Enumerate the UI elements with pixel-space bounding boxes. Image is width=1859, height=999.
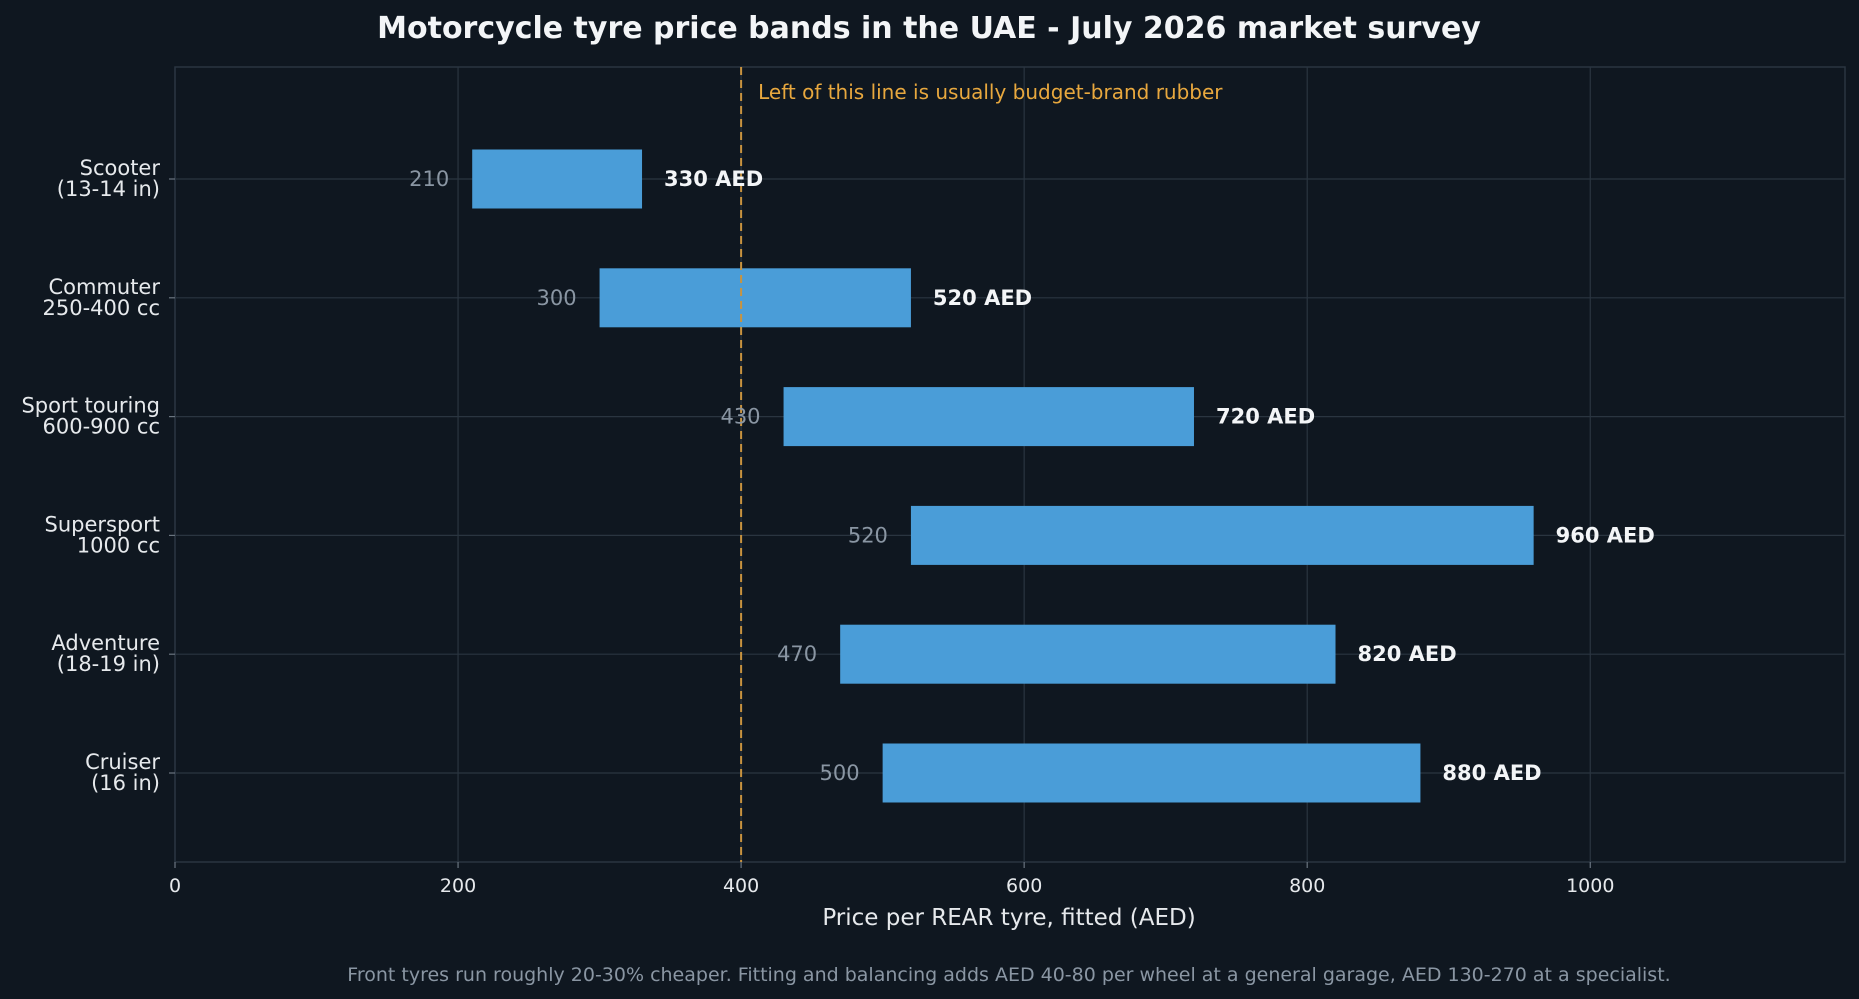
range-bar: [910, 505, 1534, 565]
category-label: Adventure (18-19 in): [51, 631, 160, 676]
reference-line-annotation: Left of this line is usually budget-bran…: [758, 80, 1223, 104]
high-value-label: 880 AED: [1442, 761, 1541, 785]
category-label-line: (16 in): [91, 771, 160, 795]
category-label: Supersport 1000 cc: [44, 512, 160, 557]
high-value-label: 960 AED: [1556, 523, 1655, 547]
category-label-line: 250-400 cc: [42, 296, 160, 320]
category-label: Scooter (13-14 in): [57, 156, 161, 201]
range-bar: [783, 387, 1194, 447]
high-value-label: 520 AED: [933, 286, 1032, 310]
category-label-line: (13-14 in): [57, 177, 160, 201]
low-value-label: 520: [848, 523, 888, 547]
category-label: Sport touring 600-900 cc: [21, 394, 160, 439]
axes: 0 200 400 600 800 1000 Scooter (13-14 in) Commut…: [21, 156, 1614, 897]
high-value-label: 820 AED: [1358, 642, 1457, 666]
low-value-label: 470: [777, 642, 817, 666]
range-bar: [882, 743, 1421, 803]
category-label-line: 600-900 cc: [42, 415, 160, 439]
category-label: Commuter 250-400 cc: [42, 275, 160, 320]
category-label-line: Sport touring: [21, 394, 160, 418]
category-label-line: (18-19 in): [57, 652, 160, 676]
low-value-label: 500: [820, 761, 860, 785]
low-value-label: 210: [409, 167, 449, 191]
category-label-line: 1000 cc: [77, 533, 160, 557]
x-tick-label: 200: [440, 875, 476, 897]
range-bars: [472, 149, 1534, 803]
footnote: Front tyres run roughly 20-30% cheaper. …: [347, 964, 1670, 986]
x-tick-label: 600: [1006, 875, 1042, 897]
category-label-line: Commuter: [48, 275, 160, 299]
x-axis-label: Price per REAR tyre, fitted (AED): [822, 905, 1195, 931]
range-bar: [472, 149, 643, 209]
x-tick-label: 1000: [1566, 875, 1614, 897]
category-label-line: Adventure: [51, 631, 160, 655]
high-value-label: 720 AED: [1216, 405, 1315, 429]
x-tick-label: 0: [169, 875, 181, 897]
chart-title: Motorcycle tyre price bands in the UAE -…: [377, 11, 1481, 46]
x-tick-label: 800: [1289, 875, 1325, 897]
high-value-label: 330 AED: [664, 167, 763, 191]
category-label-line: Cruiser: [85, 750, 160, 774]
reference-line-group: Left of this line is usually budget-bran…: [740, 67, 1223, 862]
x-tick-label: 400: [723, 875, 759, 897]
low-value-label: 300: [536, 286, 576, 310]
category-label-line: Supersport: [44, 512, 160, 536]
range-bar: [840, 624, 1336, 684]
category-label-line: Scooter: [80, 156, 161, 180]
bar-labels: 210 330 AED 300 520 AED 430 720 AED 520 960 AED…: [409, 167, 1655, 785]
low-value-label: 430: [720, 405, 760, 429]
category-label: Cruiser (16 in): [85, 750, 160, 795]
range-bar: [599, 268, 911, 328]
